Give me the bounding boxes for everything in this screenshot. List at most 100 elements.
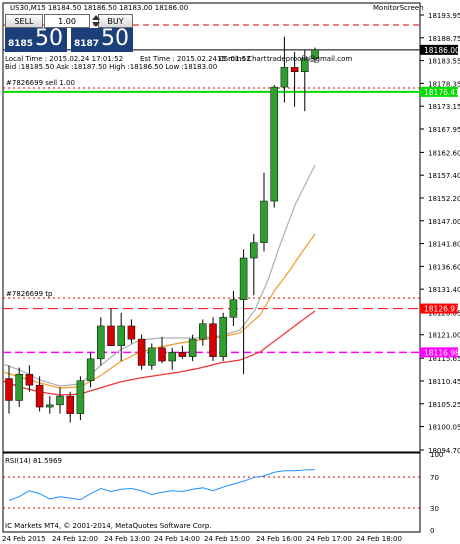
time-axis-label: 24 Feb 12:00 [52, 535, 98, 543]
candle-body [168, 352, 176, 362]
price-axis-label: 18178.35 [428, 80, 460, 88]
one-click-trade-panel: SELL 1.00 BUY 8185 50 8187 50 [5, 14, 133, 54]
candle-body [5, 378, 13, 401]
candle-body [199, 323, 207, 340]
time-axis-label: 24 Feb 2015 [2, 535, 46, 543]
svg-text:18126.97: 18126.97 [424, 305, 460, 314]
candle-body [290, 67, 299, 73]
price-axis-label: 18167.95 [428, 126, 460, 134]
sell-price-big: 50 [35, 26, 63, 51]
svg-text:18176.41: 18176.41 [424, 88, 460, 97]
candle-body [148, 347, 156, 366]
time-axis-label: 24 Feb 18:00 [356, 535, 402, 543]
buy-price-small: 8187 [74, 39, 100, 49]
candle-body [46, 404, 54, 408]
price-axis: 18193.95 18188.75 18183.55 18178.35 18173.15… [420, 12, 460, 455]
price-axis-label: 18141.80 [428, 241, 460, 249]
price-axis-label: 18188.75 [428, 35, 460, 43]
local-time: Local Time : 2015.02.24 17:01:52 [5, 55, 123, 63]
rsi-axis-30: 30 [430, 505, 439, 513]
price-tag-magenta: 18116.98 [420, 347, 460, 358]
price-axis-label: 18110.45 [428, 378, 460, 386]
candle-body [35, 384, 44, 408]
price-tag-current: 18186.00 [420, 44, 460, 55]
candle-body [250, 242, 258, 259]
candle-body [260, 200, 268, 243]
price-axis-label: 18147.00 [428, 218, 460, 226]
svg-text:18186.00: 18186.00 [424, 46, 460, 55]
time-axis-label: 24 Feb 16:00 [256, 535, 302, 543]
rsi-axis-70: 70 [430, 474, 439, 482]
price-axis-label: 18157.40 [428, 172, 460, 180]
time-axis-label: 24 Feb 13:00 [104, 535, 150, 543]
ma-silver [2, 164, 316, 387]
rsi-frame [2, 452, 421, 533]
price-axis-label: 18126.05 [428, 310, 460, 318]
main-chart-frame [2, 2, 421, 453]
candle-body [188, 338, 197, 357]
est-time: Est Time : 2015.02.24 05:01:52 [140, 55, 251, 63]
sell-price-box[interactable]: 8185 50 [5, 26, 67, 52]
sell-price-small: 8185 [8, 39, 34, 49]
candle-body [209, 323, 217, 357]
candle-body [137, 338, 146, 366]
candle-body [239, 257, 248, 300]
time-axis-label: 24 Feb 14:00 [154, 535, 200, 543]
svg-text:18116.98: 18116.98 [424, 348, 460, 357]
rsi-label: RSI(14) 81.5969 [5, 457, 62, 465]
candle-body [15, 373, 23, 401]
candle-body [229, 299, 238, 318]
price-axis-label: 18115.65 [428, 355, 460, 363]
sell-order-label[interactable]: #7826699 sell 1.00 [6, 79, 75, 87]
candle-body [86, 358, 95, 382]
rsi-line [8, 469, 316, 501]
candles-group [5, 36, 319, 423]
price-axis-label: 18131.40 [428, 286, 460, 294]
timeframe-label: 15 mins Chart [217, 55, 267, 63]
price-axis-label: 18193.95 [428, 12, 460, 20]
site-label: tradeproofit@gmail.com [267, 55, 352, 63]
price-tag-red: 18126.97 [420, 303, 460, 314]
rsi-axis-100: 100 [430, 451, 443, 459]
price-axis-label: 18094.70 [428, 447, 460, 455]
price-axis-label: 18105.25 [428, 401, 460, 409]
time-axis: 24 Feb 2015 24 Feb 12:00 24 Feb 13:00 24 Fe… [2, 535, 402, 543]
sell-button[interactable]: SELL [5, 14, 43, 28]
buy-button[interactable]: BUY [98, 14, 133, 28]
lot-down-arrow-icon[interactable] [92, 22, 100, 27]
lot-up-arrow-icon[interactable] [92, 15, 100, 20]
candle-body [107, 325, 115, 346]
candle-body [127, 325, 136, 340]
buy-price-box[interactable]: 8187 50 [71, 26, 133, 52]
candle-body [56, 395, 64, 406]
time-axis-label: 24 Feb 15:00 [204, 535, 250, 543]
monitor-label: MonitorScreen [373, 4, 424, 12]
price-axis-label: 18136.60 [428, 263, 460, 271]
price-axis-label: 18162.60 [428, 149, 460, 157]
price-tag-green: 18176.41 [420, 86, 460, 97]
ma-orange [2, 233, 316, 389]
buy-price-big: 50 [101, 26, 129, 51]
candle-body [25, 373, 34, 386]
tp-order-label[interactable]: #7826699 tp [6, 290, 53, 298]
candle-body [158, 347, 166, 362]
price-axis-label: 18100.05 [428, 424, 460, 432]
candle-body [178, 352, 187, 357]
bid-ask-line: Bid :18185.50 Ask :18187.50 High :18186.… [5, 63, 217, 71]
candle-body [219, 316, 227, 357]
copyright: IC Markets MT4, © 2001-2014, MetaQuotes … [5, 522, 212, 530]
ma-red [2, 310, 316, 396]
symbol-header: US30,M15 18184.50 18186.50 18183.00 1818… [10, 4, 188, 12]
price-axis-label: 18121.00 [428, 332, 460, 340]
price-axis-label: 18183.55 [428, 58, 460, 66]
candle-body [117, 325, 125, 346]
candle-body [270, 86, 278, 202]
candle-body [311, 49, 319, 59]
price-axis-label: 18152.20 [428, 195, 460, 203]
candle-body [76, 380, 85, 414]
candle-body [301, 58, 309, 73]
candle-body [280, 67, 289, 88]
price-axis-label: 18173.15 [428, 103, 460, 111]
lot-size-field[interactable]: 1.00 [44, 14, 90, 28]
